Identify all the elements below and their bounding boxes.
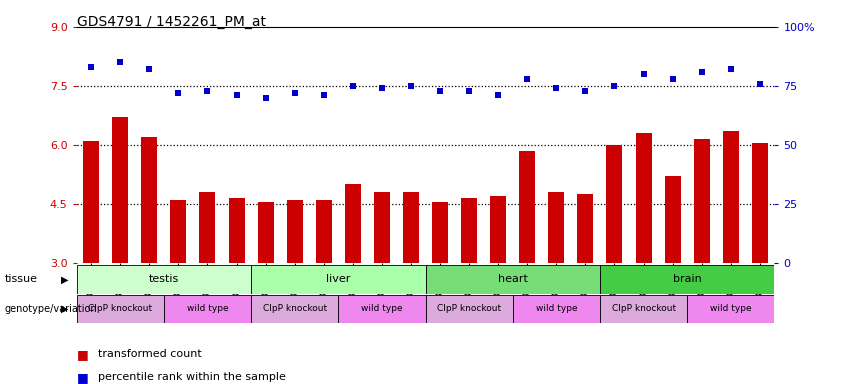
Bar (199, 192, 215, 263)
Point (201, 88, 214, 94)
Point (433, 88, 447, 94)
Text: wild type: wild type (535, 305, 577, 313)
Text: ■: ■ (77, 371, 89, 384)
Bar (600, 295, 688, 323)
Bar (229, 198, 244, 263)
Bar (287, 200, 303, 263)
Bar (83, 141, 99, 263)
Bar (251, 265, 426, 294)
Bar (426, 265, 600, 294)
Text: tissue: tissue (4, 274, 37, 285)
Text: liver: liver (326, 274, 351, 285)
Bar (141, 137, 157, 263)
Bar (548, 192, 564, 263)
Text: ClpP knockout: ClpP knockout (437, 305, 501, 313)
Bar (578, 194, 593, 263)
Point (288, 90, 301, 96)
Text: percentile rank within the sample: percentile rank within the sample (98, 372, 286, 382)
Text: GDS4791 / 1452261_PM_at: GDS4791 / 1452261_PM_at (77, 15, 266, 29)
Point (404, 83, 418, 89)
Point (637, 71, 650, 77)
Text: brain: brain (673, 274, 701, 285)
Bar (694, 139, 710, 263)
Point (550, 85, 563, 91)
Bar (688, 295, 774, 323)
Bar (665, 177, 681, 263)
Bar (512, 295, 600, 323)
Bar (461, 198, 477, 263)
Bar (163, 295, 251, 323)
Point (346, 83, 360, 89)
Point (724, 66, 738, 73)
Point (665, 76, 679, 82)
Point (84, 64, 98, 70)
Bar (426, 295, 512, 323)
Point (113, 59, 127, 65)
Bar (607, 145, 622, 263)
Bar (316, 200, 332, 263)
Point (172, 90, 186, 96)
Point (375, 85, 389, 91)
Point (521, 76, 534, 82)
Bar (112, 118, 129, 263)
Text: ▶: ▶ (61, 274, 69, 285)
Bar (77, 295, 163, 323)
Text: ClpP knockout: ClpP knockout (89, 305, 152, 313)
Bar (170, 200, 186, 263)
Point (230, 92, 243, 98)
Bar (636, 133, 652, 263)
Text: testis: testis (149, 274, 179, 285)
Bar (432, 202, 448, 263)
Text: wild type: wild type (361, 305, 403, 313)
Bar (722, 131, 739, 263)
Text: ClpP knockout: ClpP knockout (612, 305, 676, 313)
Point (317, 92, 330, 98)
Bar (339, 295, 426, 323)
Point (142, 66, 156, 73)
Bar (77, 265, 251, 294)
Bar (752, 143, 768, 263)
Text: ▶: ▶ (61, 304, 69, 314)
Text: wild type: wild type (710, 305, 751, 313)
Bar (258, 202, 273, 263)
Text: genotype/variation: genotype/variation (4, 304, 97, 314)
Text: wild type: wild type (186, 305, 228, 313)
Point (462, 88, 476, 94)
Text: transformed count: transformed count (98, 349, 202, 359)
Point (491, 92, 505, 98)
Bar (251, 295, 339, 323)
Bar (519, 151, 535, 263)
Text: ■: ■ (77, 348, 89, 361)
Point (753, 81, 767, 87)
Bar (600, 265, 774, 294)
Bar (490, 196, 506, 263)
Text: heart: heart (498, 274, 528, 285)
Bar (374, 192, 390, 263)
Bar (403, 192, 419, 263)
Bar (345, 184, 361, 263)
Point (608, 83, 621, 89)
Point (695, 69, 709, 75)
Point (259, 94, 272, 101)
Text: ClpP knockout: ClpP knockout (263, 305, 327, 313)
Point (579, 88, 592, 94)
